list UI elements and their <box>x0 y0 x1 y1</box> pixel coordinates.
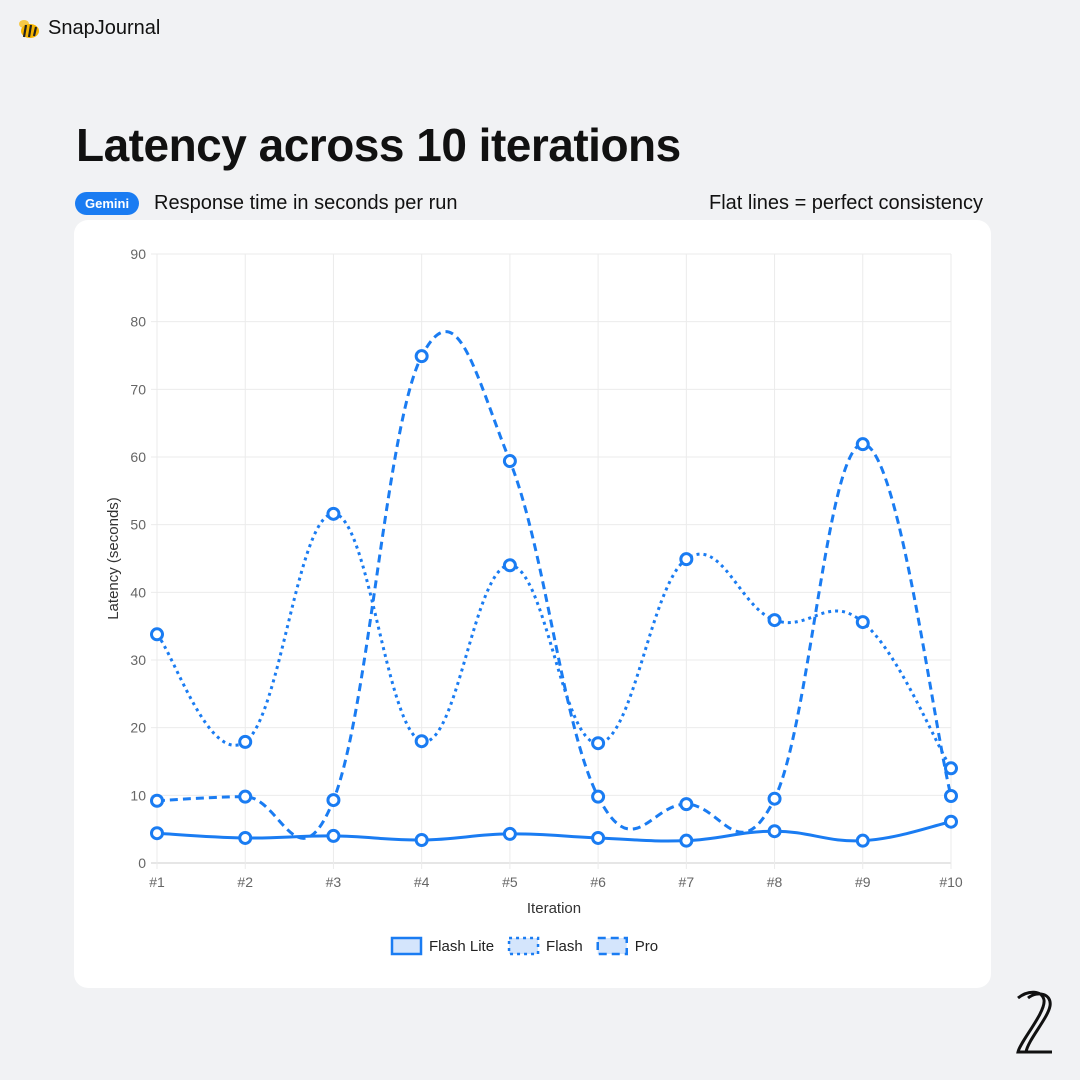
data-point <box>502 454 517 469</box>
data-point <box>855 833 870 848</box>
data-point <box>591 830 606 845</box>
data-point <box>855 615 870 630</box>
bee-icon <box>19 19 39 38</box>
x-tick-label: #8 <box>767 874 783 890</box>
series-line-pro <box>156 330 953 840</box>
data-point <box>767 613 782 628</box>
data-point <box>150 793 164 808</box>
data-point <box>679 552 694 567</box>
y-tick-label: 60 <box>130 449 146 465</box>
data-point <box>944 789 958 804</box>
data-point <box>679 797 694 812</box>
data-point <box>414 832 429 847</box>
y-tick-label: 80 <box>130 314 146 330</box>
data-point <box>944 761 958 776</box>
legend-swatch <box>596 936 628 956</box>
data-point <box>326 506 341 521</box>
data-point <box>591 736 606 751</box>
x-tick-label: #6 <box>590 874 606 890</box>
y-tick-label: 20 <box>130 720 146 736</box>
data-point <box>944 814 958 829</box>
y-tick-label: 10 <box>130 787 146 803</box>
y-tick-label: 40 <box>130 584 146 600</box>
data-point <box>326 828 341 843</box>
data-point <box>150 627 164 642</box>
y-axis-label: Latency (seconds) <box>105 497 122 620</box>
data-point <box>238 789 253 804</box>
model-badge: Gemini <box>75 192 140 215</box>
brand: SnapJournal <box>16 17 160 40</box>
x-tick-label: #7 <box>679 874 695 890</box>
legend-swatch <box>507 936 540 956</box>
data-point <box>150 826 164 841</box>
x-tick-label: #5 <box>502 874 518 890</box>
x-axis-label: Iteration <box>527 900 581 917</box>
y-tick-label: 90 <box>130 246 146 262</box>
data-point <box>591 789 606 804</box>
y-tick-label: 70 <box>130 381 146 397</box>
y-tick-label: 0 <box>138 855 146 871</box>
legend-label: Flash <box>546 938 583 955</box>
x-tick-label: #1 <box>149 874 165 890</box>
data-point <box>238 830 253 845</box>
data-point <box>679 833 694 848</box>
x-tick-label: #3 <box>326 874 342 890</box>
note: Flat lines = perfect consistency <box>708 192 983 214</box>
page-title: Latency across 10 iterations <box>76 119 681 171</box>
x-tick-label: #4 <box>414 874 430 890</box>
brand-name: SnapJournal <box>48 17 161 39</box>
x-tick-label: #2 <box>237 874 253 890</box>
data-point <box>238 734 253 749</box>
y-tick-label: 50 <box>130 517 146 533</box>
subtitle: Response time in seconds per run <box>154 192 458 214</box>
data-point <box>414 349 429 364</box>
logo-icon <box>1016 990 1052 1054</box>
legend-label: Pro <box>635 938 658 955</box>
legend-swatch <box>390 936 423 956</box>
series-line-flash <box>155 512 953 770</box>
data-point <box>855 437 870 452</box>
chart-card <box>74 220 991 988</box>
data-point <box>767 824 782 839</box>
x-tick-label: #10 <box>939 874 963 890</box>
legend-label: Flash Lite <box>429 938 494 955</box>
y-tick-label: 30 <box>130 652 146 668</box>
data-point <box>767 791 782 806</box>
data-point <box>326 793 341 808</box>
series-line-flash-lite <box>156 820 952 843</box>
data-point <box>414 734 429 749</box>
data-point <box>502 826 517 841</box>
data-point <box>502 558 517 573</box>
x-tick-label: #9 <box>855 874 871 890</box>
